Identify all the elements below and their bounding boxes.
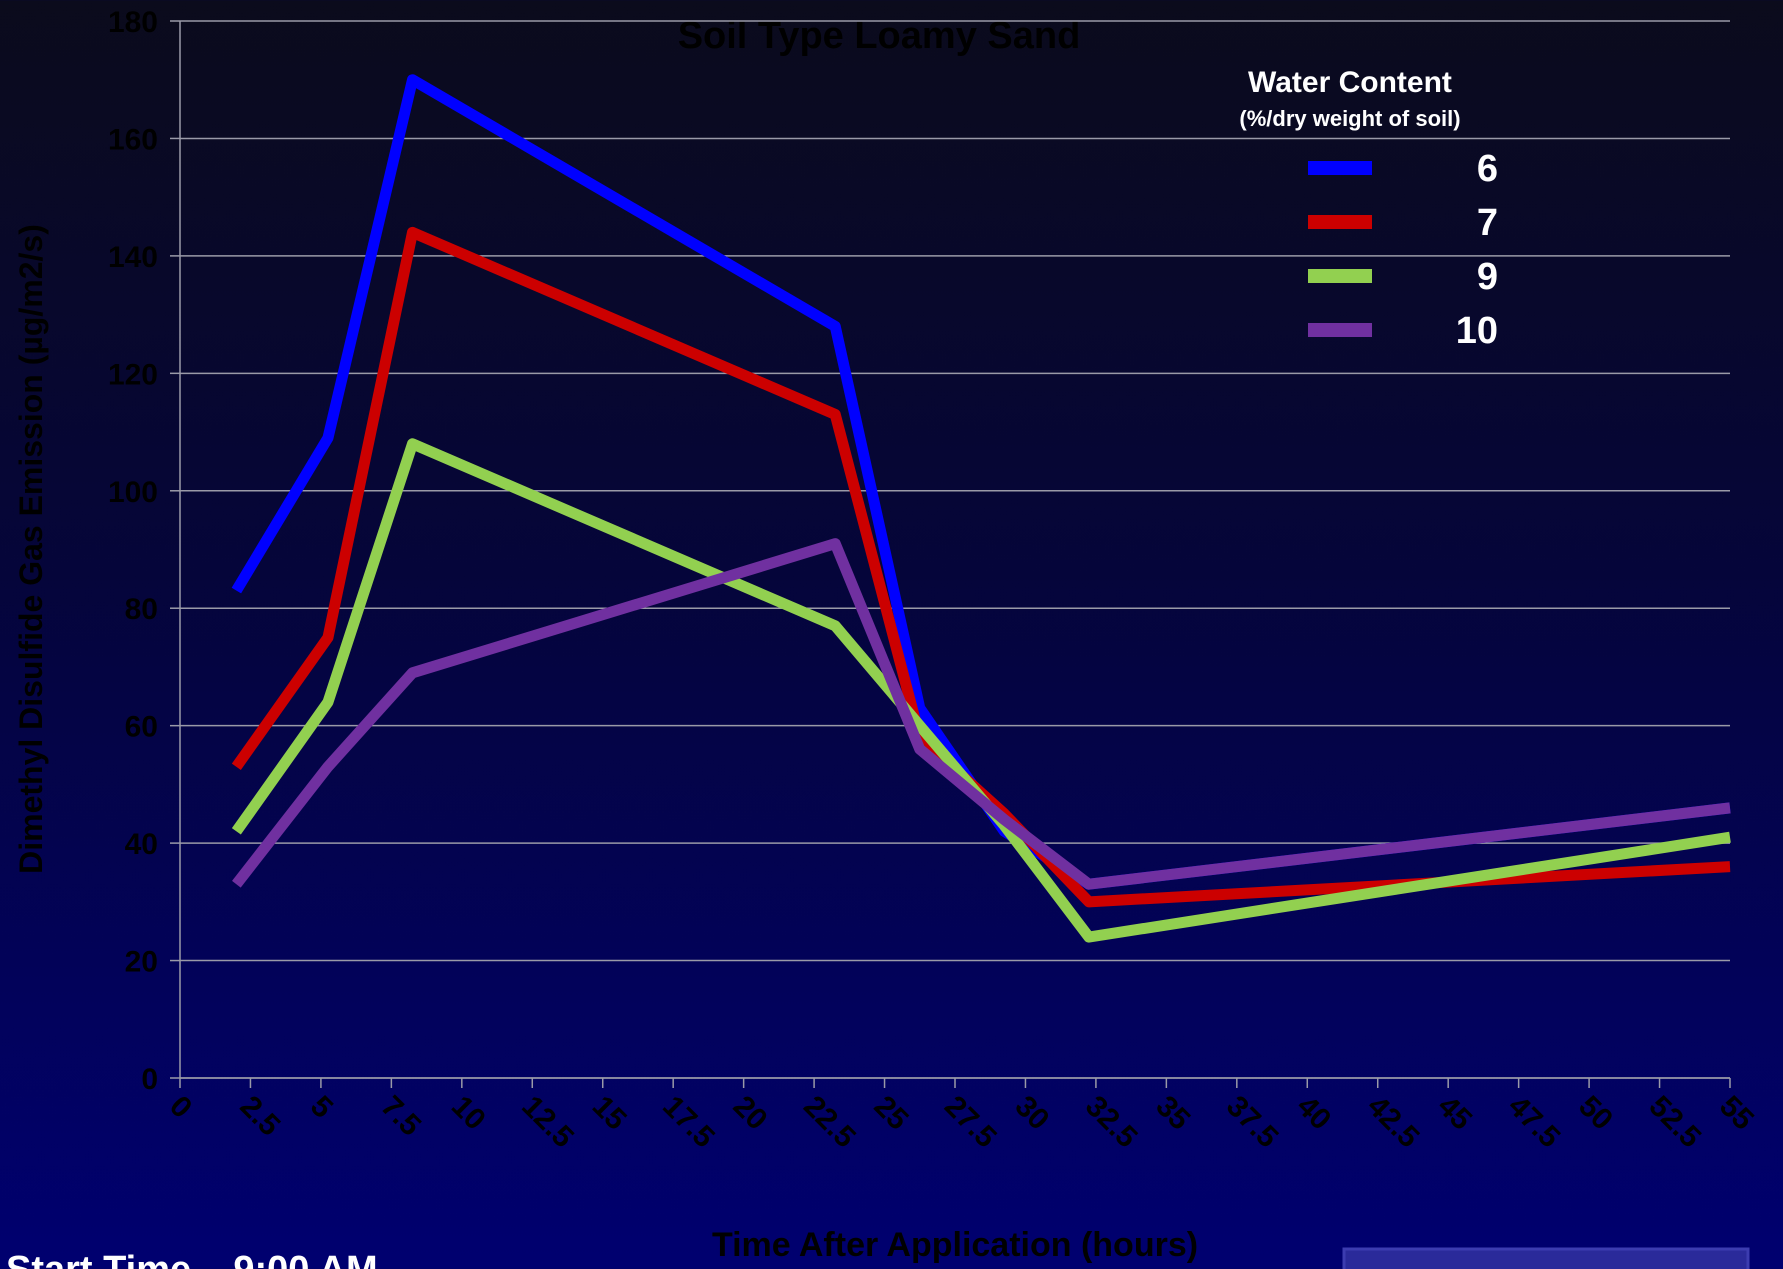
legend-label: 7 <box>1477 202 1498 244</box>
x-tick-label: 32.5 <box>1079 1090 1144 1155</box>
x-tick-label: 42.5 <box>1361 1090 1426 1155</box>
y-tick-label: 120 <box>108 358 158 391</box>
legend-label: 9 <box>1477 256 1498 298</box>
x-tick-label: 47.5 <box>1502 1090 1567 1155</box>
x-tick-label: 10 <box>445 1090 492 1137</box>
x-tick-label: 7.5 <box>374 1090 427 1143</box>
x-tick-label: 40 <box>1290 1090 1337 1137</box>
series-line <box>231 74 1731 890</box>
bottom-box <box>1342 1247 1750 1269</box>
x-tick-label: 30 <box>1009 1090 1056 1137</box>
x-tick-label: 22.5 <box>797 1090 862 1155</box>
x-tick-label: 52.5 <box>1643 1090 1708 1155</box>
x-tick-label: 17.5 <box>656 1090 721 1155</box>
y-tick-label: 20 <box>125 946 158 979</box>
y-tick-label: 0 <box>141 1063 158 1096</box>
chart-title: Soil Type Loamy Sand <box>678 15 1081 57</box>
y-tick-label: 140 <box>108 241 158 274</box>
x-tick-label: 15 <box>586 1090 633 1137</box>
x-tick-label: 2.5 <box>234 1090 287 1143</box>
legend-subtitle: (%/dry weight of soil) <box>1239 106 1460 131</box>
y-tick-label: 160 <box>108 123 158 156</box>
x-tick-label: 55 <box>1713 1090 1760 1137</box>
series-line <box>232 538 1731 890</box>
y-tick-label: 40 <box>125 828 158 861</box>
x-tick-label: 37.5 <box>1220 1090 1285 1155</box>
x-tick-label: 0 <box>163 1090 198 1125</box>
series-line <box>231 226 1731 908</box>
legend-label: 10 <box>1456 310 1498 352</box>
x-tick-label: 25 <box>868 1090 915 1137</box>
series-line <box>231 438 1731 943</box>
y-tick-label: 180 <box>108 6 158 39</box>
x-tick-label: 20 <box>727 1090 774 1137</box>
x-tick-label: 35 <box>1149 1090 1196 1137</box>
x-tick-label: 12.5 <box>515 1090 580 1155</box>
start-time-note: Start Time – 9:00 AM <box>6 1249 378 1269</box>
y-tick-label: 80 <box>125 593 158 626</box>
y-tick-label: 60 <box>125 711 158 744</box>
legend-label: 6 <box>1477 148 1498 190</box>
y-axis-label: Dimethyl Disulfide Gas Emission (µg/m2/s… <box>13 224 49 874</box>
x-tick-label: 27.5 <box>938 1090 1003 1155</box>
x-tick-label: 5 <box>304 1090 339 1125</box>
x-axis-label: Time After Application (hours) <box>712 1226 1198 1264</box>
legend-title: Water Content <box>1248 66 1452 99</box>
y-tick-label: 100 <box>108 476 158 509</box>
x-tick-label: 45 <box>1431 1090 1478 1137</box>
x-tick-label: 50 <box>1572 1090 1619 1137</box>
